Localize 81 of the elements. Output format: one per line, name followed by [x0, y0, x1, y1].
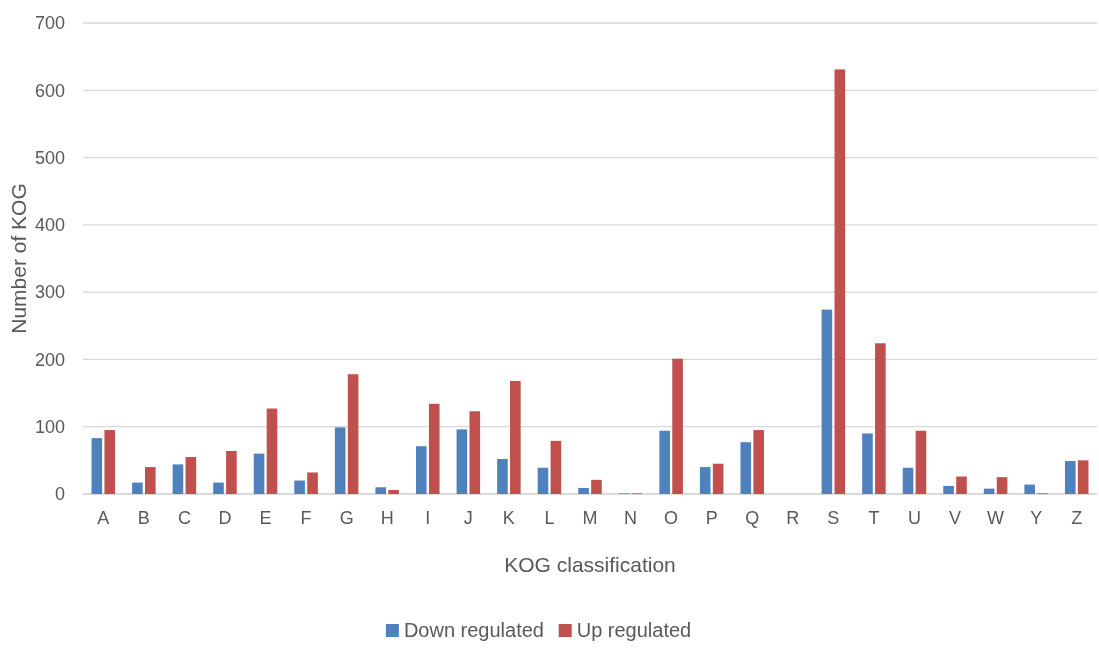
bar [537, 467, 549, 494]
bar [740, 442, 752, 494]
bar [1024, 484, 1035, 494]
bar [132, 482, 143, 494]
bar [659, 430, 670, 494]
x-tick-label: U [907, 508, 921, 528]
bar [416, 446, 427, 494]
x-tick-label: J [463, 508, 473, 528]
bar [104, 430, 116, 494]
y-tick-label: 600 [34, 80, 65, 101]
bar [753, 430, 764, 494]
bar [996, 477, 1008, 494]
bar [91, 438, 103, 494]
x-tick-label: D [218, 508, 232, 528]
bar [213, 482, 224, 494]
bar [862, 433, 873, 494]
x-tick-label: S [827, 508, 840, 528]
bar [253, 453, 265, 494]
bar [510, 380, 521, 494]
bar [712, 463, 724, 494]
x-axis-title: KOG classification [504, 553, 676, 576]
x-tick-label: R [786, 508, 800, 528]
bar [388, 489, 399, 494]
bar [145, 467, 156, 494]
bar [294, 480, 305, 494]
y-tick-label: 300 [34, 282, 65, 303]
x-tick-label: V [949, 508, 962, 528]
y-axis-title: Number of KOG [7, 183, 30, 334]
bar [550, 440, 562, 494]
bar [1077, 460, 1089, 494]
bar [915, 430, 927, 494]
x-tick-label: C [177, 508, 191, 528]
x-tick-label: T [868, 508, 880, 528]
x-tick-label: N [624, 508, 638, 528]
x-tick-label: G [339, 508, 354, 528]
x-tick-label: B [137, 508, 150, 528]
bar [1064, 461, 1076, 494]
bar [226, 450, 237, 494]
x-tick-label: Z [1071, 508, 1083, 528]
x-tick-label: P [705, 508, 718, 528]
y-tick-label: 400 [34, 215, 65, 236]
bar [943, 485, 954, 494]
bar [172, 464, 184, 494]
bar [672, 358, 683, 494]
bar [456, 429, 468, 494]
bar [875, 343, 886, 494]
y-tick-label: 700 [34, 13, 65, 34]
bar [266, 408, 278, 494]
legend-label: Up regulated [576, 619, 692, 641]
bar [834, 69, 846, 494]
x-tick-label: L [544, 508, 555, 528]
bar [469, 411, 481, 494]
x-tick-label: I [425, 508, 431, 528]
x-tick-label: W [987, 508, 1005, 528]
bar [307, 472, 318, 494]
y-tick-label: 500 [34, 147, 65, 168]
bar [428, 403, 440, 494]
x-tick-label: H [380, 508, 394, 528]
x-tick-label: F [300, 508, 312, 528]
x-tick-label: O [664, 508, 679, 528]
x-tick-label: Y [1030, 508, 1043, 528]
bar [591, 479, 602, 494]
bar [347, 374, 359, 494]
bar [334, 427, 346, 494]
bar [578, 487, 589, 494]
bar [821, 309, 833, 494]
x-tick-label: Q [745, 508, 760, 528]
legend-label: Down regulated [403, 619, 544, 641]
bar [902, 467, 914, 494]
y-tick-label: 0 [54, 484, 65, 505]
x-tick-label: A [97, 508, 110, 528]
x-tick-label: K [502, 508, 515, 528]
bar [497, 459, 508, 494]
bar [185, 456, 197, 494]
bar [956, 476, 967, 494]
x-tick-label: E [259, 508, 272, 528]
x-tick-label: M [582, 508, 598, 528]
bar [375, 487, 387, 494]
y-tick-label: 100 [34, 417, 65, 438]
y-tick-label: 200 [34, 349, 65, 370]
bar [699, 467, 711, 494]
